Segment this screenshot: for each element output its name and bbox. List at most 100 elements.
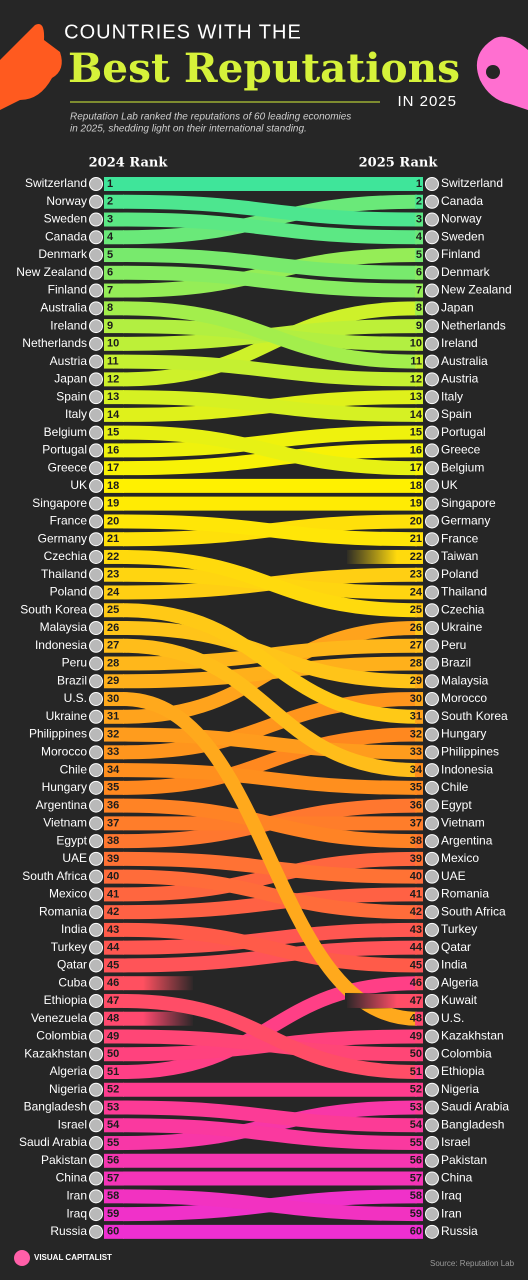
flag [425,1082,439,1097]
flag [425,265,439,280]
country-label: Ukraine [441,620,483,634]
rank-pill [415,621,423,635]
rank-label: 50 [410,1048,422,1060]
ribbon [122,1118,418,1151]
rank-pill [415,1047,423,1062]
country-label: Greece [441,443,481,457]
flag [89,248,103,263]
flag [425,496,439,511]
flag [89,674,103,689]
flag [89,1207,103,1222]
rank-label: 12 [107,373,119,385]
ribbon [122,1029,418,1062]
ribbon [122,621,418,689]
rank-label: 46 [410,977,422,989]
flag [89,194,103,209]
rank-label: 58 [107,1190,119,1202]
country-label: Kuwait [441,993,478,1007]
rank-pill [104,549,124,564]
country-label: Mexico [441,851,479,865]
rank-label: 2 [416,196,422,208]
flag [425,1153,439,1168]
ribbon [122,656,418,689]
rank-label: 57 [410,1172,422,1184]
rank-label: 1 [416,178,422,190]
country-label: Indonesia [441,762,493,776]
ribbon [122,869,418,920]
rank-label: 56 [107,1155,119,1167]
country-label: Ireland [441,336,478,350]
flag [89,958,103,973]
rank-pill [104,798,124,813]
ok-hand-icon [476,36,528,110]
country-label: Netherlands [22,336,87,350]
country-label: Hungary [441,727,486,741]
rank-pill [104,425,124,440]
flag [425,425,439,440]
country-label: Bangladesh [24,1100,87,1114]
country-label: Romania [441,887,489,901]
rank-pill [104,1065,124,1079]
country-label: India [441,958,467,972]
country-label: Ethiopia [44,993,88,1007]
flag [89,319,103,334]
country-label: Mexico [49,887,87,901]
rank-pill [104,1047,124,1062]
ribbon [122,922,418,973]
rank-label: 19 [410,498,422,510]
country-label: Iraq [441,1188,462,1202]
rank-label: 52 [107,1084,119,1096]
flag [425,1065,439,1079]
flag [425,478,439,493]
rank-label: 25 [410,604,422,616]
rank-label: 34 [107,764,120,776]
country-label: France [50,514,88,528]
rank-pill [104,212,124,227]
rank-pill [415,674,423,689]
rank-pill [415,922,423,937]
rank-pill [104,194,124,209]
flag [89,993,103,1008]
rank-pill [415,265,423,280]
country-label: UAE [441,869,466,883]
rank-label: 6 [107,267,113,279]
ribbon [122,443,418,476]
flag [425,674,439,689]
rank-pill [104,230,124,245]
rank-label: 45 [107,959,119,971]
rank-pill [104,1100,124,1115]
rank-pill [415,390,423,405]
flag [89,798,103,813]
flag [425,230,439,245]
country-label: Venezuela [31,1011,87,1025]
rank-pill [104,869,124,884]
rank-label: 60 [410,1226,422,1238]
ribbon [122,638,418,778]
flag [89,212,103,227]
country-label: Czechia [441,602,485,616]
ribbon [122,727,418,760]
rank-label: 60 [107,1226,119,1238]
rank-label: 44 [410,942,423,954]
flag [425,1171,439,1186]
country-label: Spain [441,407,472,421]
rank-pill [415,887,423,902]
ribbon [122,514,418,547]
rank-label: 8 [416,302,422,314]
country-label: Italy [65,407,87,421]
rank-pill [415,248,423,263]
rank-pill [415,1100,423,1115]
flag [425,1029,439,1044]
flag [89,496,103,511]
country-label: Netherlands [441,318,506,332]
ribbon [122,212,418,245]
rank-pill [104,674,124,689]
rank-pill [104,1136,124,1151]
rank-pill [415,1029,423,1044]
flag [89,851,103,866]
flag [425,301,439,316]
rank-label: 29 [410,675,422,687]
flag [89,780,103,795]
rank-label: 43 [107,924,119,936]
flag [425,443,439,458]
